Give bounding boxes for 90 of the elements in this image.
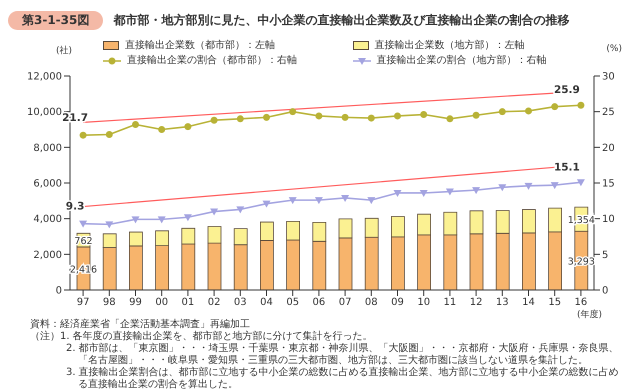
x-tick-label: 11: [444, 297, 456, 308]
x-tick-label: 99: [129, 297, 142, 308]
point: [576, 179, 585, 186]
point: [210, 116, 218, 124]
x-axis-title: (年度): [576, 308, 602, 321]
y-tick-label: 4,000: [33, 214, 62, 226]
text: （注）1. 各年度の直接輸出企業を、都市部と地方部に分けて集計を行った。: [30, 331, 374, 342]
point: [79, 220, 88, 228]
x-tick-label: 15: [548, 297, 562, 308]
y-tick-label: 0: [56, 286, 62, 297]
point: [368, 114, 375, 122]
x-tick-label: 06: [312, 297, 326, 308]
legend-label: 直接輸出企業の割合（都市部）：右軸: [127, 54, 297, 68]
point: [132, 216, 140, 224]
x-tick-label: 09: [391, 297, 404, 308]
point: [446, 188, 454, 196]
point: [524, 182, 532, 190]
x-tick-label: 98: [102, 297, 116, 308]
point: [498, 108, 506, 116]
point: [263, 114, 270, 121]
point: [158, 216, 166, 224]
point: [420, 190, 428, 197]
y2-tick-label: 10: [602, 214, 615, 226]
point: [288, 197, 297, 204]
point: [577, 102, 584, 109]
y2-tick-label: 20: [602, 142, 615, 154]
point: [367, 197, 376, 204]
point: [236, 115, 244, 122]
data-label: 15.1: [554, 161, 580, 174]
point: [314, 197, 323, 204]
y2-tick-label: 5: [602, 250, 608, 261]
point: [394, 190, 402, 197]
y-axis-title: (社): [56, 44, 72, 57]
x-tick-label: 00: [155, 297, 168, 308]
y2-tick-label: 25: [602, 107, 615, 118]
point: [184, 214, 192, 222]
point: [105, 221, 114, 228]
data-label: 25.9: [554, 84, 580, 96]
point: [420, 111, 428, 118]
point: [551, 103, 558, 110]
point: [80, 132, 87, 139]
point: [315, 112, 322, 120]
y2-tick-label: 15: [602, 178, 615, 190]
x-tick-label: 14: [522, 297, 535, 308]
y-tick-label: 8,000: [33, 142, 62, 154]
legend-label: 直接輸出企業数（都市部）：左軸: [125, 38, 275, 53]
point: [210, 208, 218, 216]
point: [550, 182, 559, 190]
y-tick-label: 6,000: [33, 178, 62, 190]
text: 2. 都市部は、「東京圏」・・・埼玉県・千葉県・東京都・神奈川県、「大阪圏」・・・京都府・大阪府・兵庫県・奈良県、「名古屋圏」・・・岐阜県・愛知県・三重県の三大都市圏、地方部は、三大都市圏に該当しない道県を集計した。: [65, 343, 620, 366]
y-tick-label: 2,000: [33, 250, 62, 261]
y-tick-label: 12,000: [27, 72, 62, 83]
point: [525, 107, 532, 114]
x-tick-label: 05: [286, 297, 300, 308]
text: 3. 直接輸出企業割合は、都市部に立地する中小企業の総数に占める直接輸出企業、地方部に立地する中小企業の総数に占める直接輸出企業の割合を算出した。: [65, 367, 620, 391]
point: [498, 184, 506, 192]
x-tick-label: 07: [338, 297, 352, 308]
point: [236, 206, 244, 214]
point: [472, 187, 480, 194]
x-tick-label: 03: [234, 297, 247, 308]
point: [262, 200, 270, 208]
y2-tick-label: 0: [602, 286, 608, 297]
x-tick-label: 02: [208, 297, 220, 308]
point: [341, 194, 350, 202]
text: 資料：経済産業省「企業活動基本調査」再編加工: [30, 319, 251, 330]
legend-label: 直接輸出企業数（地方部）：左軸: [374, 38, 524, 53]
chart-title: 第3-1-35図: [8, 10, 104, 30]
point: [106, 130, 113, 138]
x-tick-label: 12: [470, 297, 482, 308]
x-tick-label: 08: [364, 297, 378, 308]
x-tick-label: 97: [76, 297, 90, 308]
point: [289, 108, 296, 116]
point: [446, 115, 454, 122]
data-label: 2,416: [70, 264, 98, 276]
y-tick-label: 10,000: [27, 107, 62, 118]
y2-tick-label: 30: [602, 72, 615, 83]
y2-axis-title: (%): [606, 44, 622, 54]
legend-label: 直接輸出企業の割合（地方部）：右軸: [376, 54, 546, 68]
x-tick-label: 04: [260, 297, 273, 308]
x-tick-label: 01: [182, 297, 194, 308]
x-tick-label: 13: [496, 297, 509, 308]
point: [472, 112, 480, 119]
point: [132, 121, 139, 128]
point: [394, 112, 401, 120]
point: [342, 114, 349, 121]
x-tick-label: 16: [574, 297, 588, 308]
chart-subtitle: 都市部・地方部別に見た、中小企業の直接輸出企業数及び直接輸出企業の割合の推移: [113, 12, 570, 28]
x-tick-label: 10: [417, 297, 430, 308]
point: [184, 123, 192, 130]
point: [158, 126, 166, 133]
